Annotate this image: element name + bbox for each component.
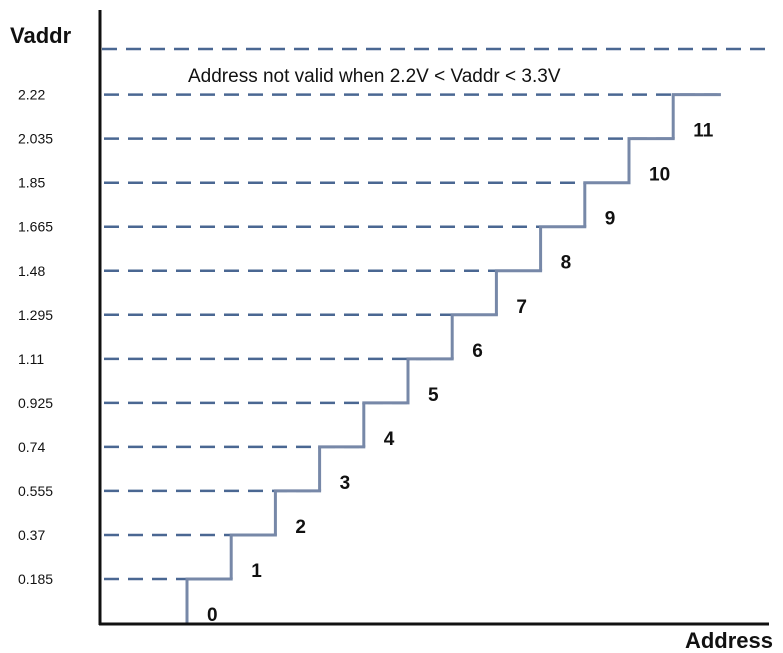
step-label-address: 10 — [649, 165, 670, 186]
axes — [98, 10, 769, 626]
y-tick-labels: 0.185 0.37 0.555 0.74 0.925 1.11 1.295 1.48 1.66… — [18, 87, 53, 587]
y-tick-label: 0.37 — [18, 527, 45, 543]
y-tick-label: 1.295 — [18, 307, 53, 323]
y-tick-label: 1.85 — [18, 175, 45, 191]
x-axis-title: Address — [685, 628, 773, 653]
grid-lines — [102, 47, 765, 581]
y-tick-label: 1.48 — [18, 263, 45, 279]
step-label-address: 6 — [472, 341, 483, 362]
y-tick-label: 0.925 — [18, 395, 53, 411]
step-label-address: 4 — [384, 429, 395, 450]
y-tick-label: 2.22 — [18, 87, 45, 103]
step-label-address: 7 — [516, 297, 527, 318]
y-tick-label: 0.185 — [18, 571, 53, 587]
y-axis-title: Vaddr — [10, 23, 72, 48]
step-label-address: 1 — [251, 561, 262, 582]
y-tick-label: 2.035 — [18, 131, 53, 147]
annotation-invalid-range: Address not valid when 2.2V < Vaddr < 3.… — [188, 66, 561, 87]
step-label-address: 0 — [207, 605, 218, 626]
step-series — [185, 93, 721, 623]
step-label-address: 8 — [561, 253, 572, 274]
y-tick-label: 1.665 — [18, 219, 53, 235]
step-label-address: 11 — [693, 121, 714, 142]
y-tick-label: 0.74 — [18, 439, 45, 455]
step-label-address: 2 — [295, 517, 306, 538]
step-label-address: 9 — [605, 209, 616, 230]
step-label-address: 3 — [340, 473, 351, 494]
step-label-address: 5 — [428, 385, 439, 406]
y-tick-label: 0.555 — [18, 483, 53, 499]
step-labels: 0 1 2 3 4 5 6 7 8 9 10 11 — [207, 121, 714, 626]
y-tick-label: 1.11 — [18, 351, 44, 367]
